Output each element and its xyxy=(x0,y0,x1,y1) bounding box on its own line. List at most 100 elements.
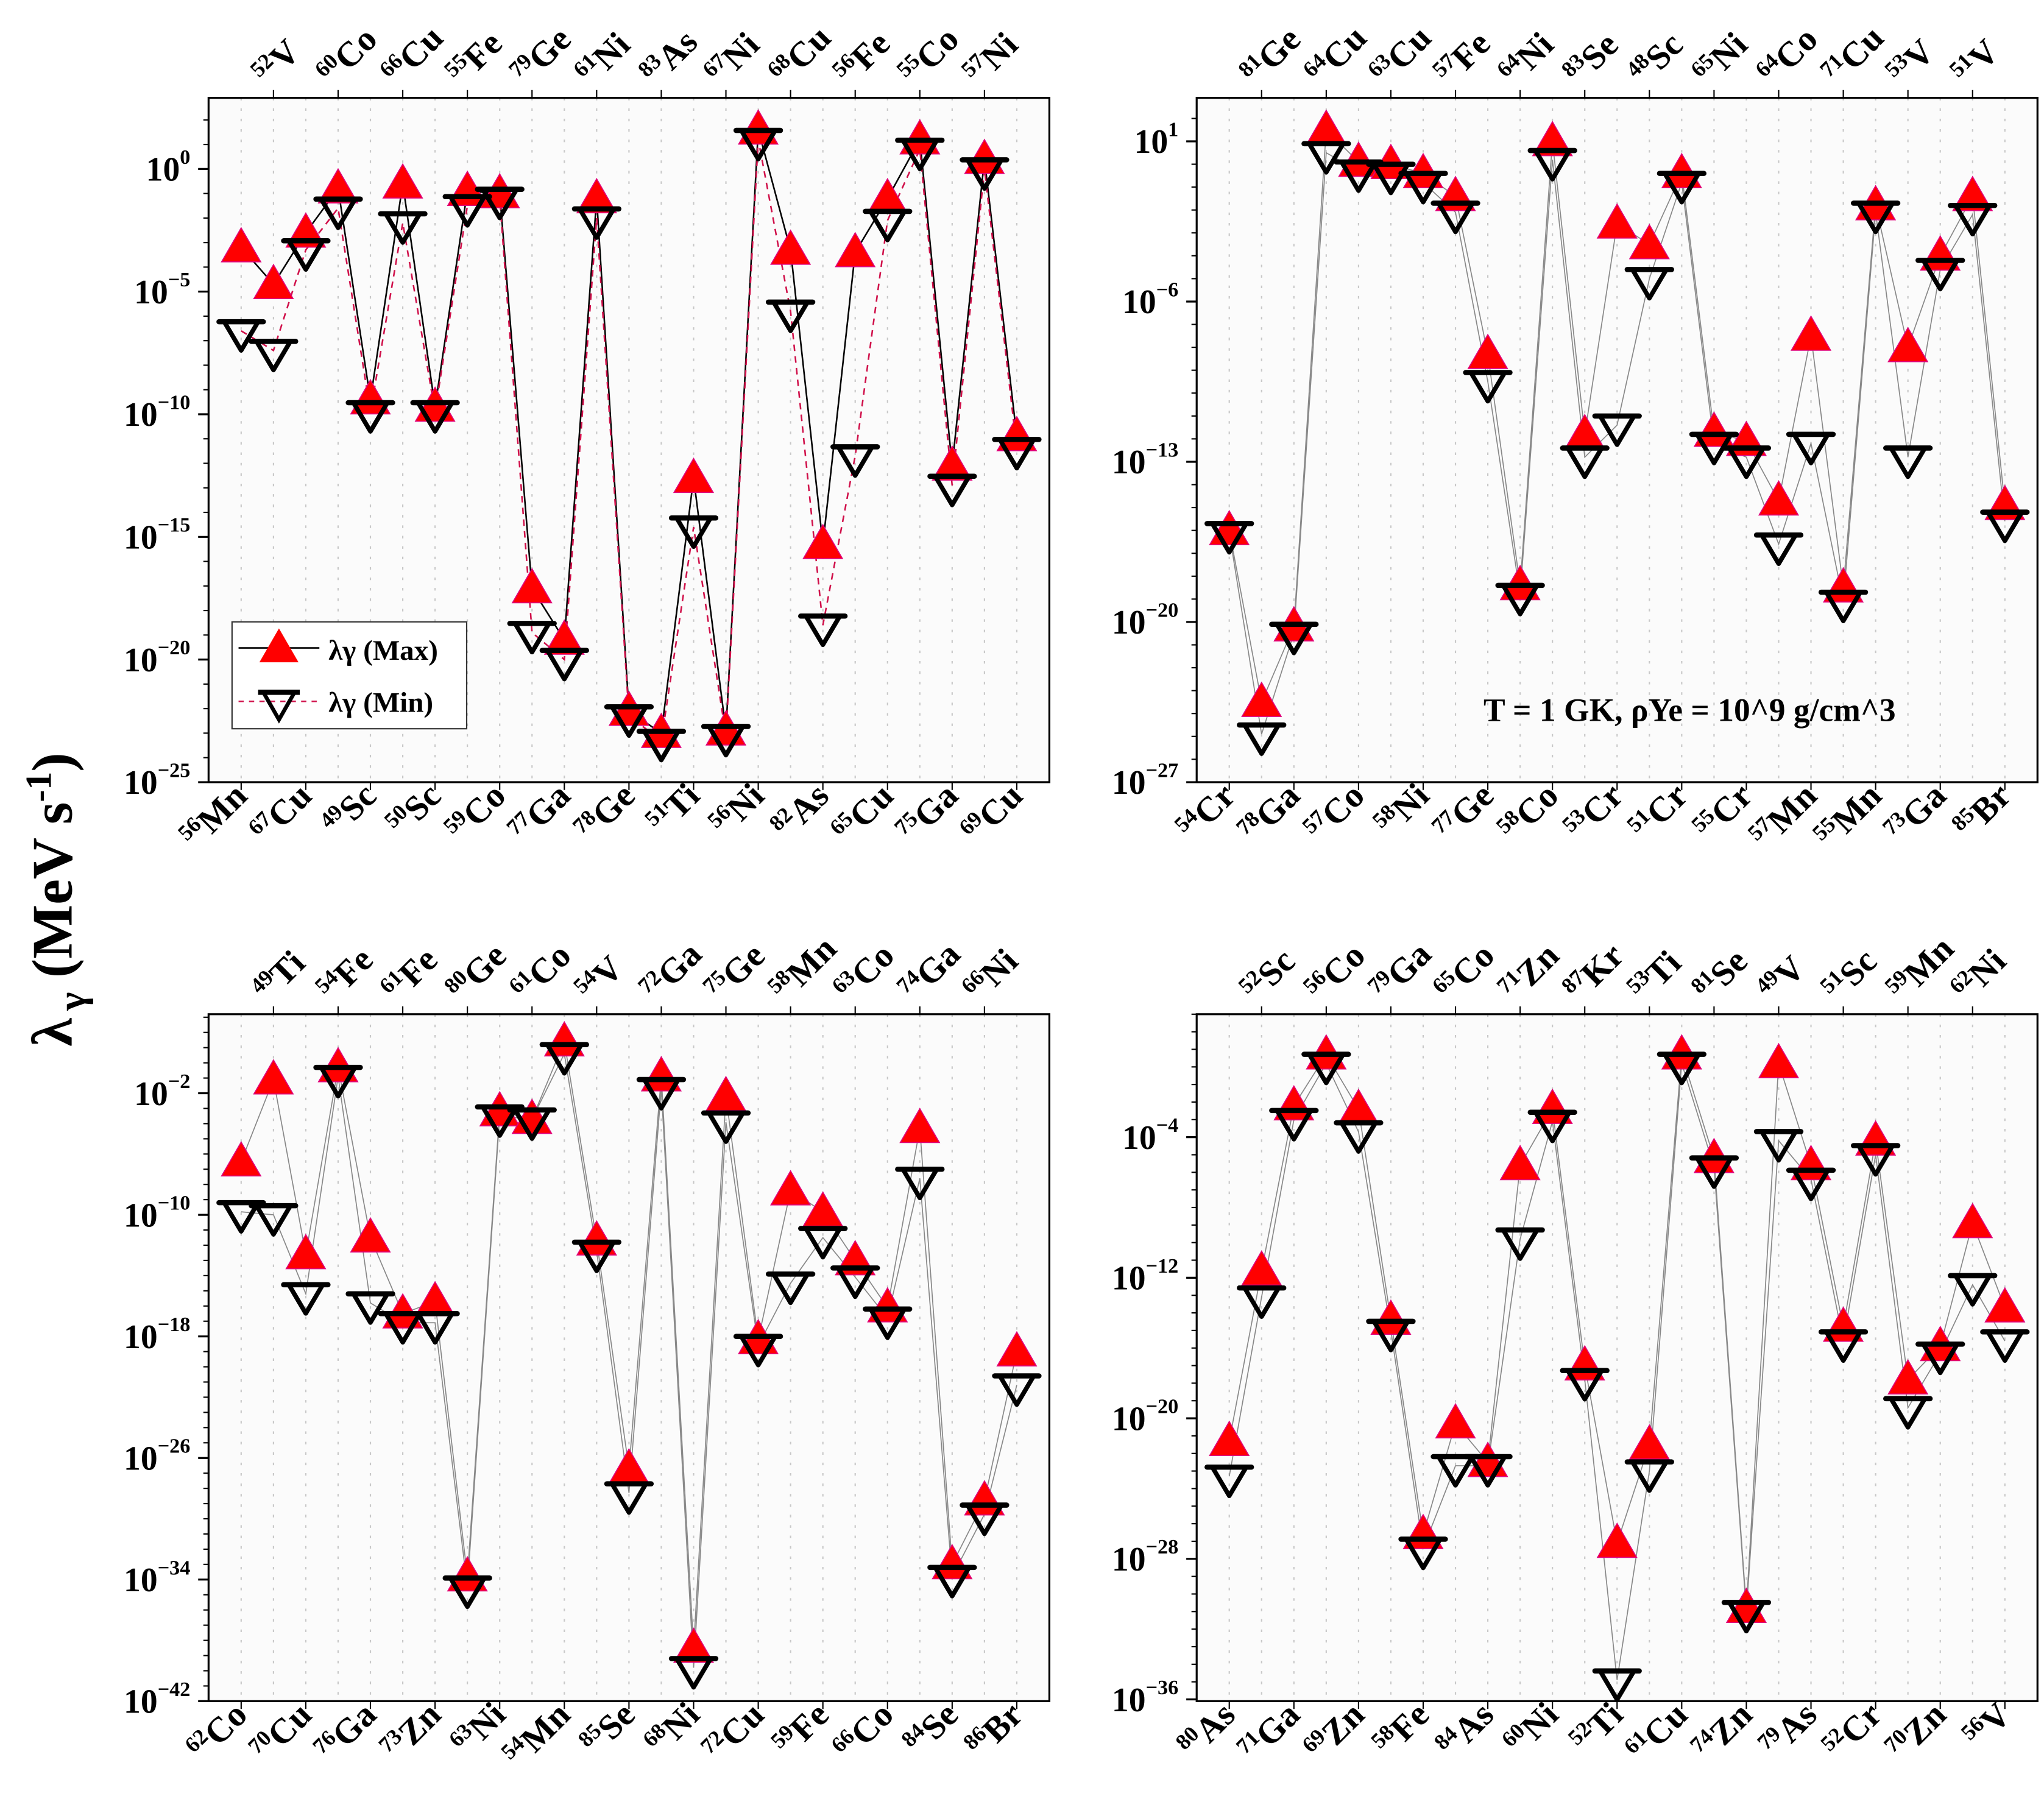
x-tick-label-top: 71Cu xyxy=(1815,17,1891,93)
x-tick-label-top: 75Ge xyxy=(698,935,773,1009)
marker-max xyxy=(673,1627,715,1663)
x-tick-label-top: 72Ga xyxy=(633,933,709,1009)
tick-exponent: −13 xyxy=(1146,438,1179,461)
x-tick-label-top: 61Co xyxy=(504,935,579,1009)
x-tick-label-bottom: 70Zn xyxy=(1879,1694,1954,1769)
tick-exponent: −20 xyxy=(1146,1395,1179,1418)
marker-max xyxy=(1435,1402,1476,1439)
tick-exponent: −15 xyxy=(158,514,191,537)
marker-max xyxy=(770,1170,812,1206)
marker-max xyxy=(899,119,941,155)
tick-base: 10 xyxy=(1122,283,1156,321)
x-tick-label-bottom: 80As xyxy=(1171,1694,1243,1765)
legend-box xyxy=(231,621,468,730)
x-tick-label-bottom: 69Zn xyxy=(1297,1694,1372,1769)
tick-exponent: −20 xyxy=(158,636,191,659)
y-tick-label: 10−28 xyxy=(1112,1535,1178,1578)
marker-max xyxy=(1628,1424,1670,1460)
x-tick-label-top: 52V xyxy=(246,30,308,93)
marker-max xyxy=(770,229,812,265)
tick-base: 10 xyxy=(124,519,158,557)
legend-max-label: λγ (Max) xyxy=(328,635,438,666)
marker-max xyxy=(1790,315,1832,351)
x-tick-label-bottom: 58Co xyxy=(1491,775,1566,850)
x-tick-label-bottom: 62Co xyxy=(180,1694,255,1769)
x-tick-label-top: 55Fe xyxy=(439,23,510,93)
marker-max xyxy=(285,1234,327,1270)
y-tick-label: 10−10 xyxy=(124,1192,190,1235)
tick-base: 10 xyxy=(1112,604,1146,641)
x-tick-label-bottom: 59Fe xyxy=(766,1694,836,1764)
marker-max xyxy=(576,1220,617,1256)
marker-max xyxy=(1984,1287,2026,1323)
x-tick-label-top: 49Ti xyxy=(246,942,313,1009)
y-axis-label-unit: (MeV s xyxy=(21,802,85,992)
panel-2: 10110−610−1310−2010−2754Cr81Ge78Ga64Cu57… xyxy=(1112,17,2039,850)
x-tick-label-top: 64Cu xyxy=(1298,17,1374,93)
x-tick-label-top: 57Ni xyxy=(957,24,1026,93)
tick-base: 10 xyxy=(1112,1260,1146,1298)
x-tick-label-top: 56Co xyxy=(1298,935,1373,1009)
x-tick-label-top: 57Fe xyxy=(1427,23,1498,93)
x-tick-label-top: 53V xyxy=(1880,30,1942,93)
x-tick-label-top: 63Cu xyxy=(1363,17,1439,93)
legend: λγ (Max) λγ (Min) xyxy=(231,621,468,730)
marker-max xyxy=(932,1544,973,1580)
x-tick-label-top: 55Co xyxy=(891,18,966,93)
marker-max xyxy=(511,568,553,604)
marker-max xyxy=(1241,681,1282,717)
x-tick-label-bottom: 56Ni xyxy=(702,775,772,844)
x-tick-label-top: 49V xyxy=(1750,947,1812,1009)
tick-base: 10 xyxy=(124,1561,158,1599)
x-tick-label-top: 53Ti xyxy=(1621,942,1689,1009)
x-tick-label-bottom: 49Sc xyxy=(315,775,384,844)
y-axis-label: λγ (MeV s-1) xyxy=(18,752,93,1046)
x-tick-label-bottom: 54Mn xyxy=(496,1694,578,1775)
x-tick-label-top: 65Ni xyxy=(1686,24,1755,93)
marker-max xyxy=(1758,1042,1800,1078)
marker-max xyxy=(1532,1088,1573,1124)
tick-exponent: 1 xyxy=(1168,118,1178,141)
x-tick-label-top: 61Fe xyxy=(375,939,445,1009)
tick-base: 10 xyxy=(124,1683,158,1721)
x-tick-label-bottom: 59Co xyxy=(439,775,514,850)
x-tick-label-bottom: 82As xyxy=(765,775,836,847)
marker-max xyxy=(737,109,779,145)
tick-base: 10 xyxy=(124,1440,158,1478)
y-axis-label-exp: -1 xyxy=(18,772,58,802)
x-tick-label-top: 66Cu xyxy=(375,17,451,93)
x-tick-label-bottom: 71Ga xyxy=(1231,1694,1307,1770)
marker-max xyxy=(835,232,876,267)
x-tick-label-top: 54Fe xyxy=(310,939,381,1009)
x-tick-label-bottom: 74Zn xyxy=(1685,1694,1760,1769)
x-tick-label-top: 63Co xyxy=(827,935,902,1009)
y-tick-label: 10−12 xyxy=(1112,1254,1178,1298)
tick-exponent: −5 xyxy=(168,268,191,291)
marker-max xyxy=(996,1331,1038,1367)
tick-exponent: −12 xyxy=(1146,1254,1179,1278)
tick-base: 10 xyxy=(134,1075,168,1113)
tick-base: 10 xyxy=(1112,1681,1146,1719)
marker-max xyxy=(382,163,423,199)
tick-exponent: −25 xyxy=(158,758,191,782)
x-tick-label-top: 51Sc xyxy=(1815,940,1884,1009)
y-axis-label-symbol: λ xyxy=(21,1018,85,1047)
x-tick-label-bottom: 57Co xyxy=(1297,775,1372,850)
marker-max xyxy=(221,227,262,263)
marker-max xyxy=(1887,327,1929,362)
x-tick-label-top: 59Mn xyxy=(1880,928,1961,1009)
marker-max xyxy=(1402,152,1444,188)
y-tick-label: 10−6 xyxy=(1122,278,1178,321)
marker-max xyxy=(576,177,617,214)
x-tick-label-bottom: 77Ge xyxy=(1427,775,1502,850)
x-tick-label-bottom: 68Ni xyxy=(638,1694,707,1763)
x-tick-label-top: 87Kr xyxy=(1557,935,1632,1009)
x-tick-label-top: 56Fe xyxy=(827,23,897,93)
x-tick-label-top: 60Co xyxy=(310,18,385,93)
tick-exponent: 0 xyxy=(180,146,190,169)
tick-exponent: −18 xyxy=(158,1313,191,1336)
tick-exponent: −10 xyxy=(158,1192,191,1215)
marker-max xyxy=(1596,203,1638,239)
x-tick-label-bottom: 69Cu xyxy=(954,775,1030,851)
x-tick-label-bottom: 51Ti xyxy=(640,775,707,843)
